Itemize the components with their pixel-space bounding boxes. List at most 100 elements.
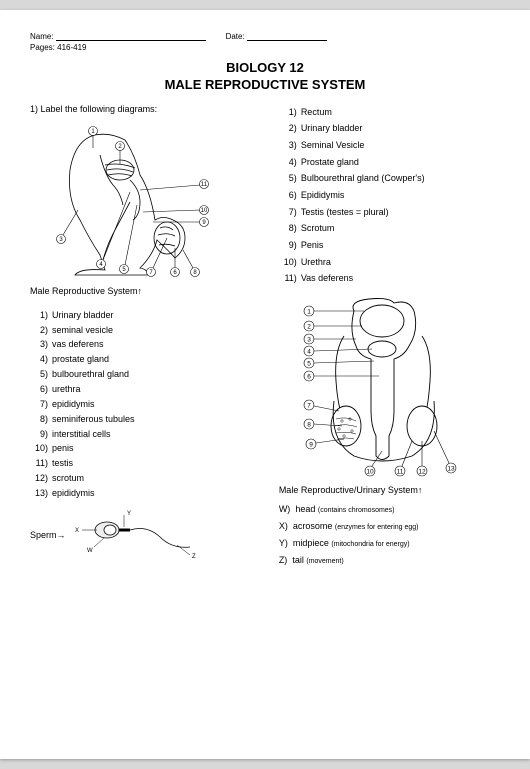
- item-text: Urethra: [301, 254, 331, 271]
- list-item: 6)Epididymis: [279, 187, 500, 204]
- sperm-part-item: X) acrosome (enzymes for entering egg): [279, 518, 500, 535]
- pages-label: Pages:: [30, 43, 55, 52]
- sperm-part-item: W) head (contains chromosomes): [279, 501, 500, 518]
- svg-text:Y: Y: [127, 511, 131, 517]
- left-column: 1) Label the following diagrams:: [30, 104, 261, 569]
- item-text: seminiferous tubules: [52, 412, 135, 427]
- item-number: 7): [279, 204, 297, 221]
- list-item: 1)Rectum: [279, 104, 500, 121]
- svg-text:X: X: [75, 528, 79, 534]
- name-blank-line[interactable]: [56, 32, 206, 41]
- header-row: Name: Date:: [30, 32, 500, 41]
- date-blank-line[interactable]: [247, 32, 327, 41]
- svg-text:10: 10: [366, 468, 374, 475]
- part-name: midpiece: [293, 538, 329, 548]
- sagittal-caption: Male Reproductive System↑: [30, 286, 261, 296]
- item-text: interstitial cells: [52, 427, 111, 442]
- svg-text:8: 8: [307, 421, 311, 428]
- item-number: 12): [30, 471, 48, 486]
- worksheet-page: Name: Date: Pages: 416-419 BIOLOGY 12 MA…: [0, 10, 530, 759]
- item-text: penis: [52, 441, 74, 456]
- item-text: epididymis: [52, 397, 95, 412]
- part-letter: W): [279, 504, 291, 514]
- sagittal-diagram: 1 2 3 4 5 6 7 8 9 10 11: [45, 120, 215, 280]
- item-number: 9): [30, 427, 48, 442]
- item-text: Rectum: [301, 104, 332, 121]
- item-number: 4): [30, 352, 48, 367]
- right-answer-list: 1)Rectum2)Urinary bladder3)Seminal Vesic…: [279, 104, 500, 287]
- part-note: (enzymes for entering egg): [335, 524, 419, 531]
- svg-text:4: 4: [307, 348, 311, 355]
- item-text: scrotum: [52, 471, 84, 486]
- item-text: Scrotum: [301, 220, 335, 237]
- item-number: 11): [30, 456, 48, 471]
- item-number: 9): [279, 237, 297, 254]
- part-note: (contains chromosomes): [318, 507, 395, 514]
- list-item: 2)Urinary bladder: [279, 120, 500, 137]
- pages-row: Pages: 416-419: [30, 43, 500, 52]
- list-item: 8)seminiferous tubules: [30, 412, 261, 427]
- list-item: 6) urethra: [30, 382, 261, 397]
- item-number: 13): [30, 486, 48, 501]
- item-text: Prostate gland: [301, 154, 359, 171]
- list-item: 7) epididymis: [30, 397, 261, 412]
- list-item: 4)Prostate gland: [279, 154, 500, 171]
- svg-text:11: 11: [201, 182, 208, 188]
- item-number: 10): [279, 254, 297, 271]
- item-text: epididymis: [52, 486, 95, 501]
- date-label: Date:: [226, 32, 245, 41]
- part-letter: X): [279, 521, 288, 531]
- svg-text:6: 6: [307, 373, 311, 380]
- right-column: 1)Rectum2)Urinary bladder3)Seminal Vesic…: [279, 104, 500, 569]
- question-prompt: 1) Label the following diagrams:: [30, 104, 261, 114]
- sperm-label: Sperm→: [30, 530, 66, 540]
- part-name: head: [295, 504, 315, 514]
- svg-text:9: 9: [309, 441, 313, 448]
- title-line-1: BIOLOGY 12: [30, 60, 500, 77]
- frontal-svg: 1 2 3 4 5 6 7 8 9 10 11 12 13: [294, 291, 469, 481]
- svg-text:Z: Z: [192, 554, 196, 560]
- svg-text:5: 5: [307, 360, 311, 367]
- item-text: Urinary bladder: [52, 308, 114, 323]
- worksheet-title: BIOLOGY 12 MALE REPRODUCTIVE SYSTEM: [30, 60, 500, 94]
- item-text: seminal vesicle: [52, 323, 113, 338]
- svg-text:12: 12: [418, 468, 426, 475]
- list-item: 8)Scrotum: [279, 220, 500, 237]
- svg-text:10: 10: [201, 208, 208, 214]
- list-item: 11)Vas deferens: [279, 270, 500, 287]
- list-item: 5)Bulbourethral gland (Cowper's): [279, 170, 500, 187]
- part-letter: Z): [279, 555, 288, 565]
- name-label: Name:: [30, 32, 54, 41]
- pages-value: 416-419: [57, 43, 86, 52]
- svg-text:13: 13: [447, 465, 455, 472]
- list-item: 5)bulbourethral gland: [30, 367, 261, 382]
- item-number: 3): [279, 137, 297, 154]
- sperm-part-item: Z) tail (movement): [279, 552, 500, 569]
- list-item: 2)seminal vesicle: [30, 323, 261, 338]
- part-name: acrosome: [293, 521, 333, 531]
- item-text: urethra: [52, 382, 81, 397]
- item-text: vas deferens: [52, 337, 104, 352]
- item-text: Penis: [301, 237, 324, 254]
- list-item: 3)Seminal Vesicle: [279, 137, 500, 154]
- part-note: (mitochondria for energy): [331, 541, 409, 548]
- sperm-part-item: Y) midpiece (mitochondria for energy): [279, 535, 500, 552]
- list-item: 1)Urinary bladder: [30, 308, 261, 323]
- sperm-parts-list: W) head (contains chromosomes)X) acrosom…: [279, 501, 500, 569]
- item-number: 7): [30, 397, 48, 412]
- list-item: 13) epididymis: [30, 486, 261, 501]
- list-item: 3)vas deferens: [30, 337, 261, 352]
- item-number: 6): [279, 187, 297, 204]
- item-number: 6): [30, 382, 48, 397]
- item-number: 4): [279, 154, 297, 171]
- part-letter: Y): [279, 538, 288, 548]
- item-number: 10): [30, 441, 48, 456]
- name-field: Name:: [30, 32, 206, 41]
- part-name: tail: [292, 555, 304, 565]
- item-number: 2): [279, 120, 297, 137]
- list-item: 9)Penis: [279, 237, 500, 254]
- svg-text:1: 1: [307, 308, 311, 315]
- list-item: 10) penis: [30, 441, 261, 456]
- item-text: Bulbourethral gland (Cowper's): [301, 170, 425, 187]
- list-item: 9) interstitial cells: [30, 427, 261, 442]
